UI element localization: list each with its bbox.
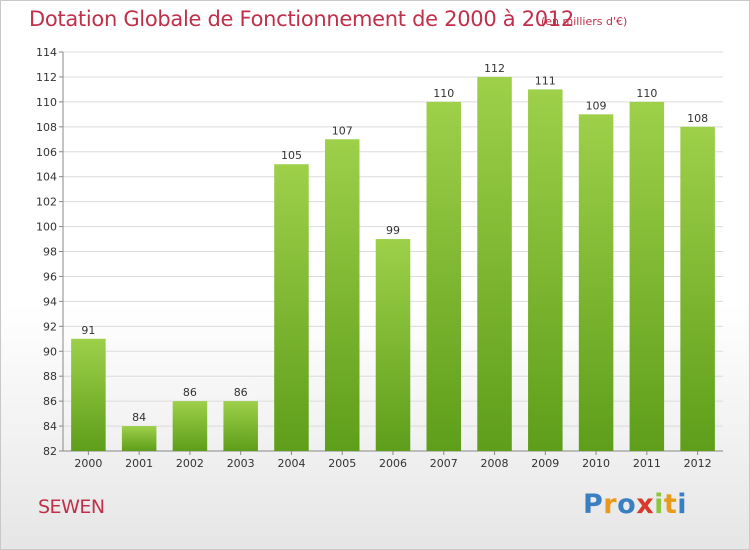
value-label-2012: 108: [687, 112, 708, 125]
chart-title: Dotation Globale de Fonctionnement de 20…: [29, 7, 574, 31]
x-tick-labels: 2000 2001 2002 2003 2004 2005 2006 2007 2008 2009…: [74, 457, 711, 470]
bar-2010: [578, 114, 614, 451]
value-label-2008: 112: [484, 62, 505, 75]
bar-2012: [680, 126, 715, 451]
value-label-2011: 110: [636, 87, 657, 100]
logo-letter: i: [654, 489, 664, 520]
value-label-2001: 84: [132, 411, 146, 424]
x-tick-label-2005: 2005: [328, 457, 356, 470]
bar-2006: [375, 239, 411, 451]
y-tick-label: 90: [43, 345, 57, 358]
bar-2005: [324, 139, 360, 451]
logo-letter: x: [636, 489, 655, 520]
logo-letter: t: [663, 489, 678, 520]
y-tick-label: 92: [43, 320, 57, 333]
x-tick-label-2009: 2009: [531, 457, 559, 470]
bar-2009: [528, 89, 563, 451]
logo-letter: r: [603, 489, 618, 520]
value-labels: 91 84 86 86 105 107 99 110 112 111 109 110 108: [81, 62, 708, 424]
x-tick-label-2012: 2012: [684, 457, 712, 470]
x-tick-label-2008: 2008: [481, 457, 509, 470]
x-tick-label-2000: 2000: [74, 457, 102, 470]
y-tick-label: 114: [36, 46, 57, 59]
bar-2002: [172, 401, 208, 451]
value-label-2003: 86: [234, 386, 248, 399]
y-tick-label: 94: [43, 295, 57, 308]
y-tick-label: 104: [36, 171, 57, 184]
x-tick-label-2003: 2003: [227, 457, 255, 470]
y-tick-label: 98: [43, 246, 57, 259]
y-tick-label: 86: [43, 395, 57, 408]
bar-2001: [121, 426, 157, 451]
x-tick-label-2010: 2010: [582, 457, 610, 470]
x-tick-label-2004: 2004: [277, 457, 305, 470]
y-tick-label: 102: [36, 196, 57, 209]
y-tick-label: 112: [36, 71, 57, 84]
x-tick-label-2001: 2001: [125, 457, 153, 470]
y-tick-label: 82: [43, 445, 57, 458]
value-label-2002: 86: [183, 386, 197, 399]
y-tick-label: 96: [43, 270, 57, 283]
bar-2003: [223, 401, 258, 451]
logo-letter: i: [677, 489, 688, 520]
y-tick-label: 100: [36, 221, 57, 234]
bar-2004: [274, 164, 309, 451]
value-label-2010: 109: [586, 99, 607, 112]
x-tick-label-2006: 2006: [379, 457, 407, 470]
x-tick-label-2007: 2007: [430, 457, 458, 470]
value-label-2007: 110: [433, 87, 454, 100]
logo-letter: P: [583, 489, 604, 520]
value-label-2004: 105: [281, 149, 302, 162]
bar-2000: [71, 338, 106, 451]
value-label-2005: 107: [332, 124, 353, 137]
chart-subtitle: (en milliers d'€): [541, 15, 628, 28]
value-label-2009: 111: [535, 74, 556, 87]
y-tick-label: 110: [36, 96, 57, 109]
x-tick-label-2002: 2002: [176, 457, 204, 470]
proxiti-logo[interactable]: Proxiti: [583, 489, 687, 520]
y-tick-label: 84: [43, 420, 57, 433]
bar-2011: [629, 101, 665, 451]
value-label-2000: 91: [81, 324, 95, 337]
commune-name: SEWEN: [38, 496, 105, 518]
y-tick-label: 88: [43, 370, 57, 383]
y-tick-label: 108: [36, 121, 57, 134]
bar-2007: [426, 101, 462, 451]
value-label-2006: 99: [386, 224, 400, 237]
logo-letter: o: [617, 489, 637, 520]
bars: [71, 76, 715, 451]
y-tick-label: 106: [36, 146, 57, 159]
bar-2008: [477, 76, 512, 451]
y-tick-labels: 82 84 86 88 90 92 94 96 98 100 102 104 106 108 110 112 1…: [36, 46, 57, 458]
x-tick-label-2011: 2011: [633, 457, 661, 470]
